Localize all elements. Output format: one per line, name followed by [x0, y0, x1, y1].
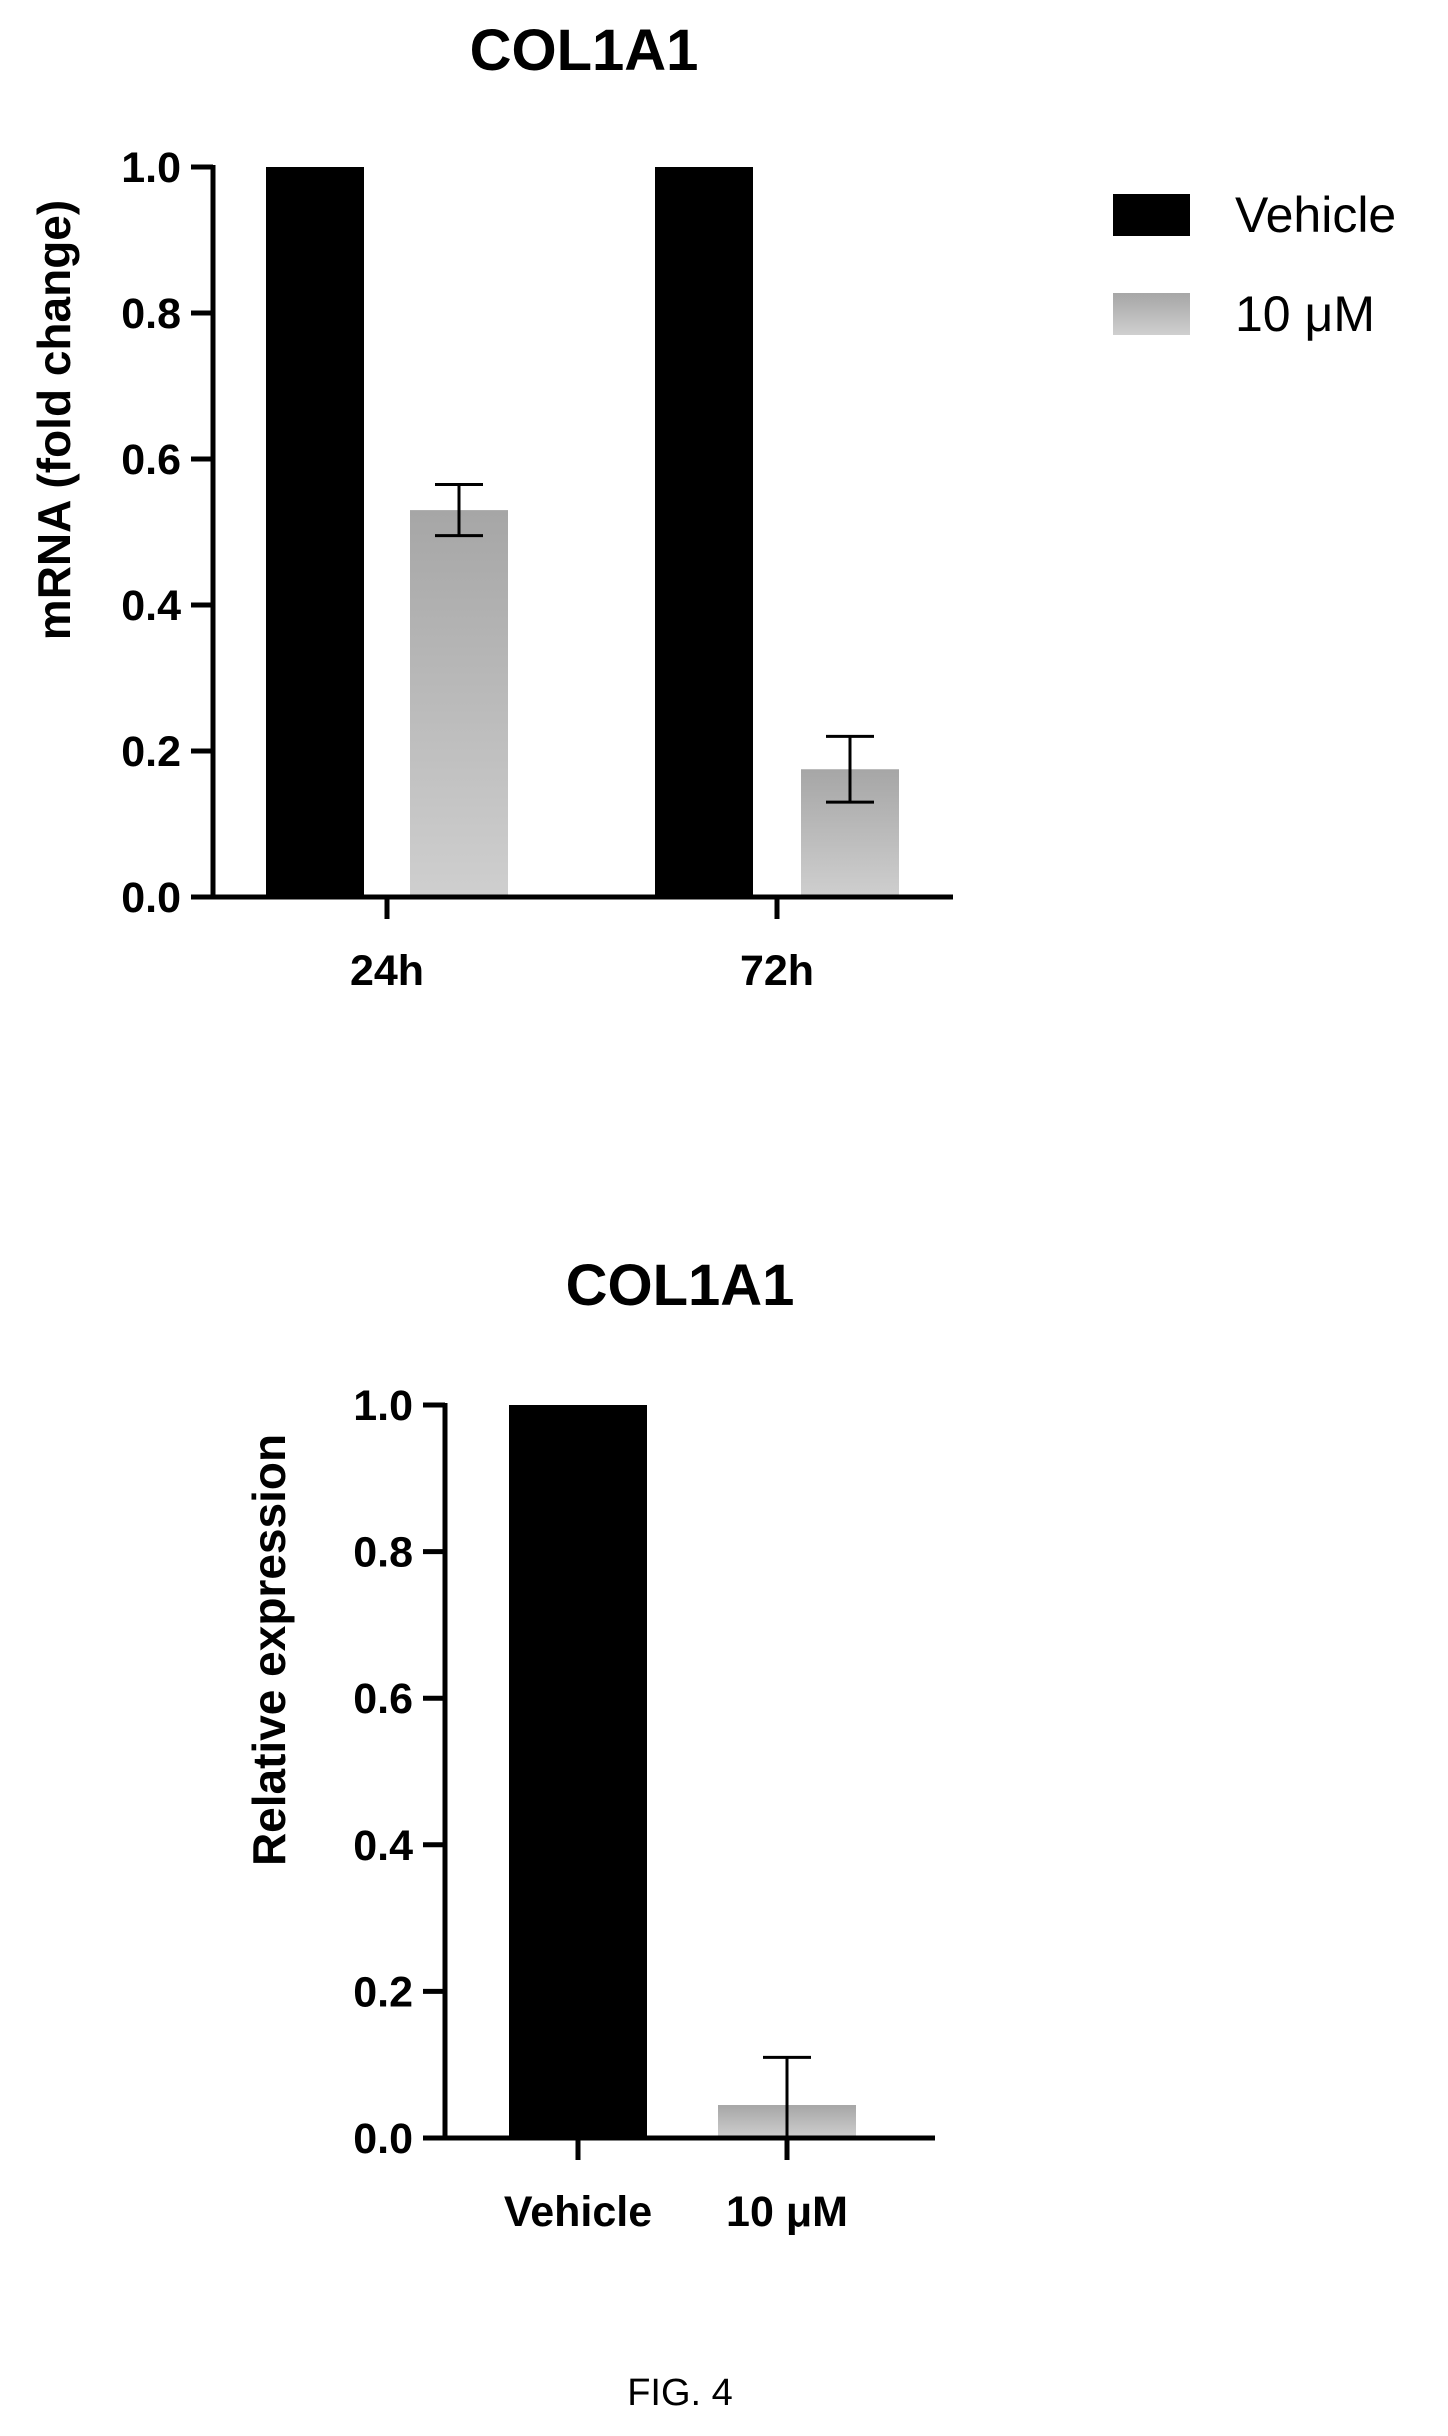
chart-bottom-bars: [509, 1405, 856, 2138]
chart-bottom-y-ticks: 0.0 0.2 0.4 0.6 0.8 1.0: [353, 1382, 445, 2163]
y-tick-label: 0.4: [353, 1822, 413, 1870]
y-tick-label: 0.8: [353, 1529, 413, 1577]
y-tick-label: 0.2: [121, 728, 181, 776]
chart-bottom: COL1A1 Relative expression 0.00.20.40.60…: [243, 1253, 935, 2236]
chart-top-legend: Vehicle 10 μM: [1113, 187, 1396, 342]
x-tick-label: Vehicle: [504, 2188, 652, 2236]
chart-bottom-axes: [442, 1403, 935, 2141]
chart-bottom-ylabel: Relative expression: [243, 1434, 295, 1866]
chart-bottom-error-bars: [763, 2055, 811, 2138]
y-tick-label: 1.0: [121, 144, 181, 192]
chart-bottom-x-ticks: Vehicle 10 μM: [504, 2138, 848, 2236]
bar-vehicle: [509, 1405, 647, 2138]
chart-top: COL1A1 mRNA (fold change) 0.00.20.40.60.…: [28, 18, 1396, 995]
chart-top-ylabel: mRNA (fold change): [28, 200, 80, 640]
chart-top-x-ticks: 24h 72h: [350, 897, 814, 995]
chart-top-error-bars: [435, 483, 874, 804]
bar-vehicle: [266, 167, 364, 897]
figure-label: FIG. 4: [627, 2372, 733, 2414]
y-tick-label: 1.0: [353, 1382, 413, 1430]
y-tick-label: 0.6: [353, 1675, 413, 1723]
bar-10um: [410, 510, 508, 897]
y-tick-label: 0.2: [353, 1968, 413, 2016]
legend-label-10um: 10 μM: [1235, 286, 1375, 342]
x-tick-label: 72h: [740, 947, 814, 995]
bar-vehicle: [655, 167, 753, 897]
chart-bottom-title: COL1A1: [566, 1253, 795, 1318]
chart-top-title: COL1A1: [470, 18, 699, 83]
chart-top-y-ticks: 0.0 0.2 0.4 0.6 0.8 1.0: [121, 144, 213, 922]
y-tick-label: 0.4: [121, 582, 181, 630]
x-tick-label: 10 μM: [726, 2188, 848, 2236]
legend-swatch-vehicle: [1113, 194, 1190, 236]
y-tick-label: 0.8: [121, 290, 181, 338]
chart-top-bars: [266, 167, 899, 897]
y-tick-label: 0.0: [353, 2115, 413, 2163]
legend-label-vehicle: Vehicle: [1235, 187, 1396, 243]
x-tick-label: 24h: [350, 947, 424, 995]
y-tick-label: 0.0: [121, 874, 181, 922]
chart-top-axes: [210, 165, 953, 900]
legend-swatch-10um: [1113, 293, 1190, 335]
y-tick-label: 0.6: [121, 436, 181, 484]
